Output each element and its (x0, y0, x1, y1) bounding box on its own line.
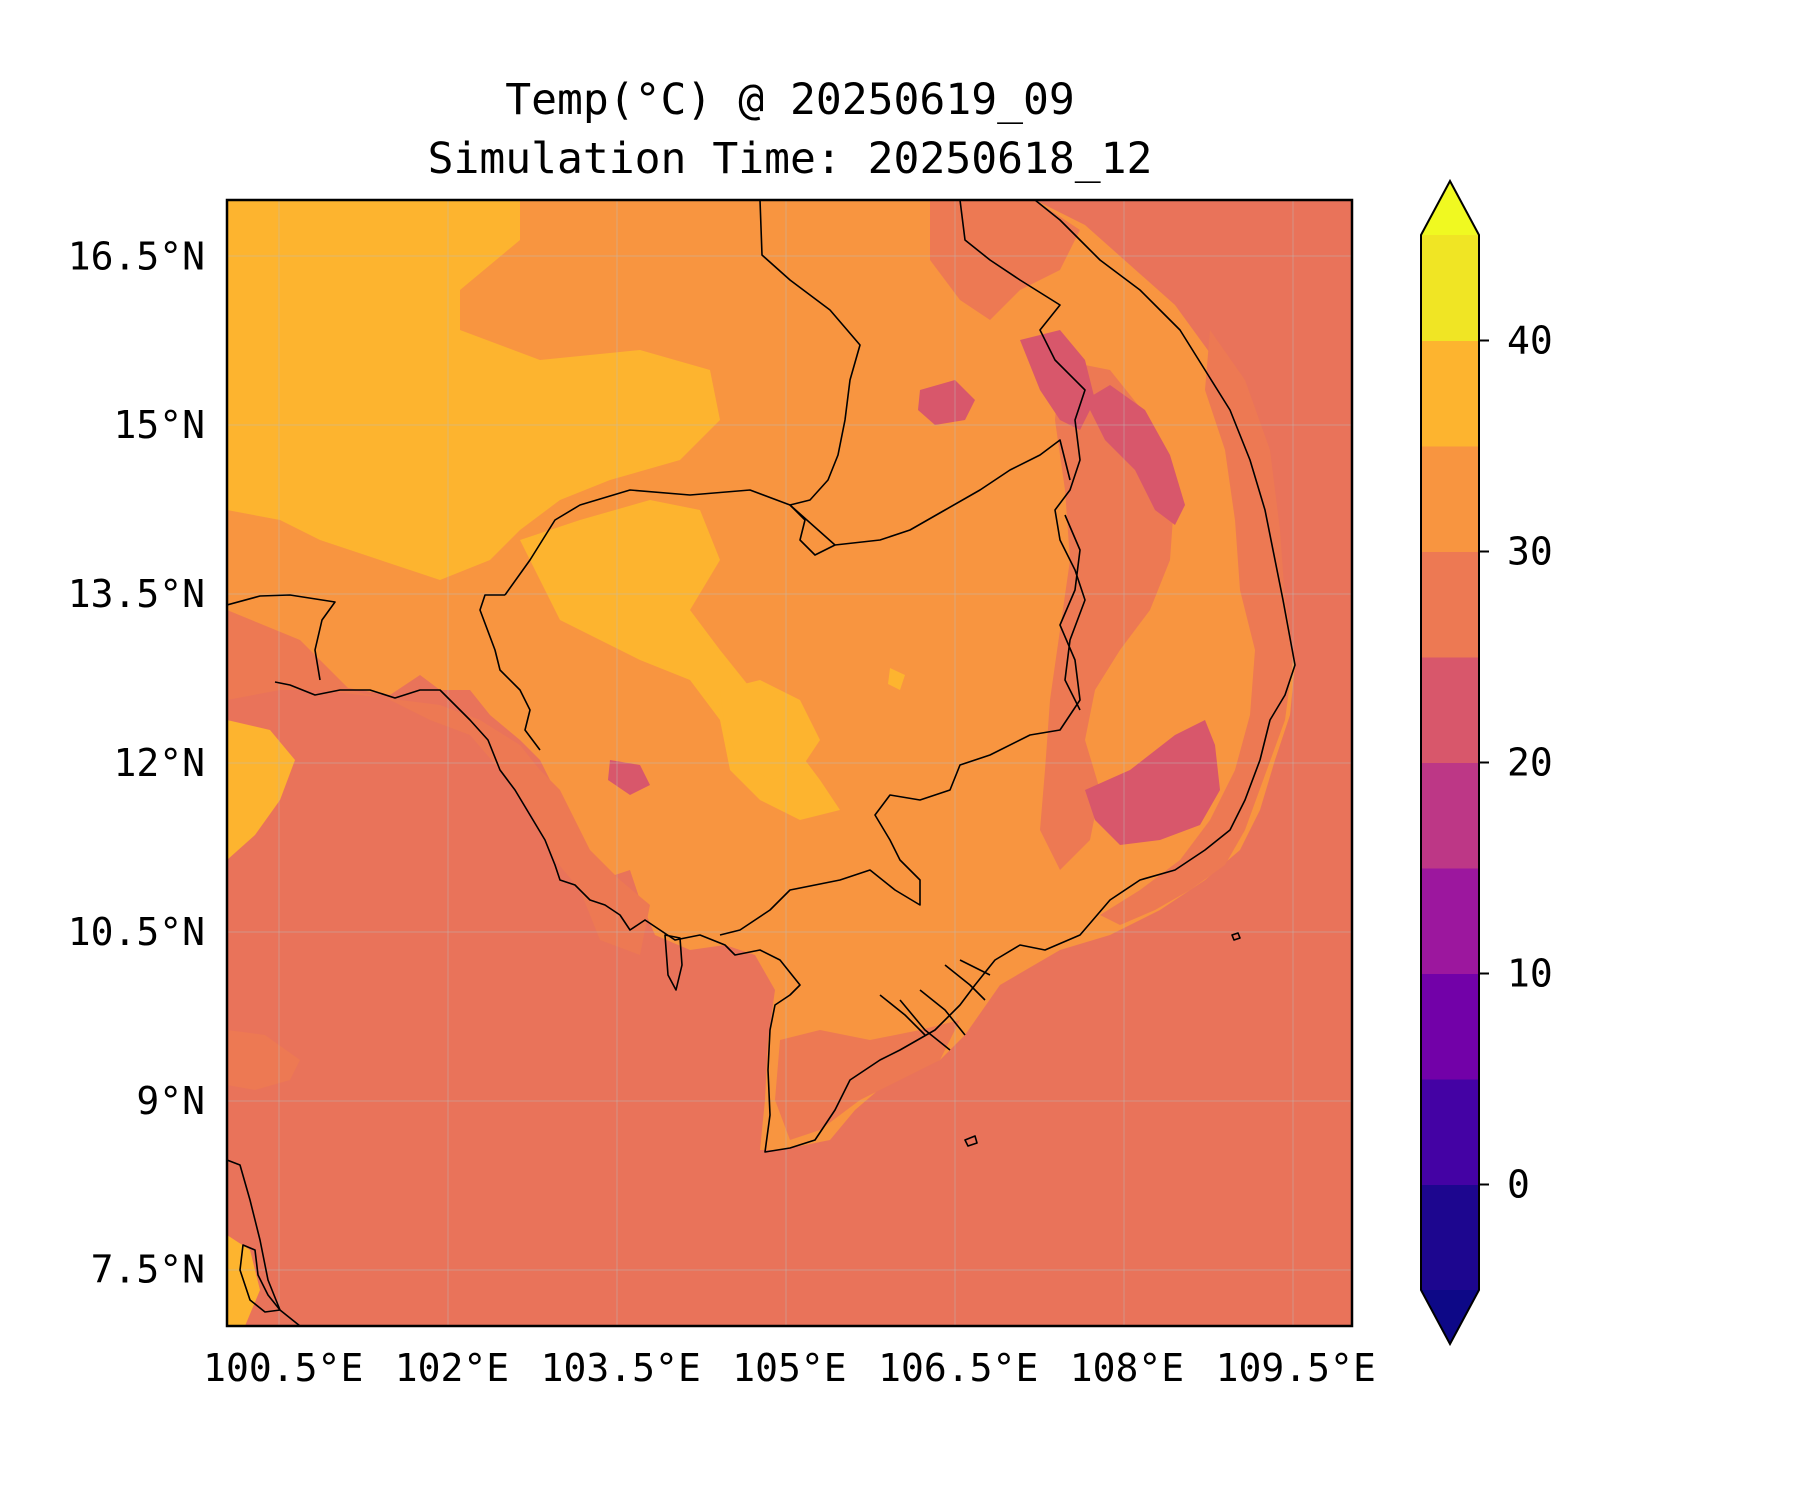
small-island-east (1231, 932, 1241, 941)
colorbar-over-extension (1421, 181, 1479, 235)
temperature-colorbar: 0 10 20 30 40 (1420, 178, 1553, 1347)
map-frame (225, 198, 1354, 1328)
cambodia-north-border (504, 439, 1071, 596)
latitude-tick-label: 12°N (113, 741, 205, 785)
colorbar-segment (1421, 340, 1479, 447)
small-island-south (964, 1135, 978, 1147)
latitude-tick-label: 15°N (113, 403, 205, 447)
longitude-tick-label: 108°E (1070, 1346, 1184, 1390)
colorbar-segment (1421, 1184, 1479, 1291)
highland-cool-zone-north (1020, 330, 1095, 430)
peninsula-island (239, 1244, 281, 1313)
mekong-delta-fringe (775, 1020, 960, 1140)
coastal-strip-west (227, 610, 650, 955)
latitude-tick-label: 13.5°N (68, 572, 205, 616)
latitude-tick-label: 9°N (136, 1079, 205, 1123)
cambodia-hot-spot (888, 668, 905, 690)
colorbar-segment (1421, 657, 1479, 763)
colorbar-tick-label: 0 (1507, 1163, 1530, 1207)
latitude-tick-labels: 16.5°N 15°N 13.5°N 12°N 10.5°N 9°N 7.5°N (68, 234, 205, 1291)
colorbar-segment (1421, 551, 1479, 658)
ca-mau-coastline (879, 959, 991, 1051)
colorbar-under-extension (1421, 1290, 1479, 1344)
map-title-line2: Simulation Time: 20250618_12 (428, 134, 1153, 184)
central-highland-fringe (930, 200, 1080, 320)
longitude-tick-label: 109.5°E (1216, 1346, 1376, 1390)
laos-thailand-border (759, 200, 861, 556)
highland-cool-spot (918, 380, 975, 425)
gulf-island-patch (227, 1030, 300, 1090)
map-gridlines (227, 200, 1352, 1326)
colorbar-tick-label: 40 (1507, 319, 1553, 363)
colorbar-tick-label: 20 (1507, 741, 1553, 785)
latitude-tick-label: 16.5°N (68, 234, 205, 278)
longitude-tick-label: 103.5°E (541, 1346, 701, 1390)
peninsula-hot-patch (227, 720, 295, 860)
thailand-cambodia-border-south (479, 594, 541, 751)
phu-quoc-island (664, 934, 683, 991)
map-title-line1: Temp(°C) @ 20250619_09 (505, 75, 1075, 125)
latitude-tick-label: 10.5°N (68, 910, 205, 954)
longitude-tick-label: 100.5°E (203, 1346, 363, 1390)
colorbar-tick-label: 10 (1507, 952, 1553, 996)
colorbar-segment (1421, 1079, 1479, 1185)
east-plateau-zone (1040, 360, 1175, 870)
highland-cool-zone-central (1085, 385, 1185, 525)
central-hot-patch (720, 680, 820, 780)
thai-plateau-hot-zone (227, 200, 720, 580)
colorbar-segment (1421, 446, 1479, 552)
colorbar-tick-label: 30 (1507, 530, 1553, 574)
colorbar-segment (1421, 868, 1479, 974)
longitude-tick-labels: 100.5°E 102°E 103.5°E 105°E 106.5°E 108°E 109.… (203, 1346, 1376, 1390)
cambodia-vietnam-border (719, 514, 1081, 936)
longitude-tick-label: 106.5°E (878, 1346, 1038, 1390)
longitude-tick-label: 102°E (395, 1346, 509, 1390)
colorbar-segment (1421, 973, 1479, 1080)
vietnam-coastal-strip (1100, 330, 1293, 925)
longitude-tick-label: 105°E (732, 1346, 846, 1390)
colorbar-segment (1421, 762, 1479, 869)
colorbar-outline (1420, 178, 1480, 1347)
thailand-laos-west-border (227, 594, 336, 681)
laos-vietnam-border (959, 200, 1086, 711)
map-axes: 100.5°E 102°E 103.5°E 105°E 106.5°E 108°E 109.… (68, 198, 1376, 1390)
highland-cool-zone-south (1085, 720, 1220, 845)
indochina-coastline (274, 200, 1296, 1153)
latitude-tick-label: 7.5°N (91, 1248, 205, 1292)
cardamom-cool-spot (608, 760, 650, 795)
colorbar-segment (1421, 235, 1479, 341)
